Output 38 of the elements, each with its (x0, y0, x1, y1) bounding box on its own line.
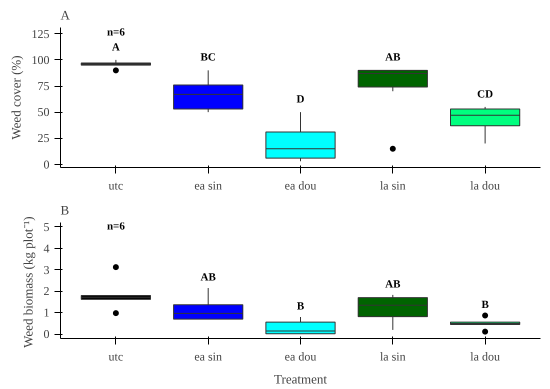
x-tick-label: ea dou (284, 350, 316, 364)
y-tick-label: 2 (44, 284, 50, 298)
x-tick-label: la dou (470, 178, 500, 192)
y-tick-label: 3 (44, 262, 50, 277)
x-tick-label: ea sin (194, 178, 222, 192)
y-tick-label: 5 (44, 220, 50, 234)
y-tick-label: 50 (38, 105, 50, 120)
annotation: n=6 (106, 220, 126, 233)
x-tick-label: utc (108, 350, 124, 364)
annotation: A (112, 41, 120, 54)
x-tick-label: la sin (380, 350, 406, 364)
y-axis-title: Weed biomass (kg plot⁻¹) (20, 216, 36, 348)
y-tick-label: 100 (32, 52, 50, 67)
y-tick-label: 0 (44, 327, 50, 342)
x-tick-label: ea dou (284, 178, 316, 192)
y-tick-label: 75 (38, 79, 50, 94)
y-tick-label: 1 (44, 306, 50, 320)
chart-title: B (60, 202, 70, 218)
chart-title: A (60, 8, 70, 22)
y-tick-label: 4 (44, 241, 50, 256)
annotation: BC (200, 52, 216, 64)
x-tick-label: ea sin (194, 350, 222, 364)
annotation: AB (200, 272, 216, 284)
annotation: B (296, 300, 305, 313)
annotation: B (481, 299, 490, 312)
x-tick-label: la dou (470, 350, 500, 364)
annotation: D (296, 94, 305, 106)
y-tick-label: 0 (44, 157, 50, 172)
y-tick-label: 125 (32, 26, 50, 41)
annotation: n=6 (106, 26, 126, 38)
annotation: AB (385, 278, 402, 290)
x-tick-label: la sin (380, 178, 406, 192)
y-tick-label: 25 (38, 131, 50, 146)
y-axis-title: Weed cover (%) (8, 55, 24, 140)
x-tick-label: utc (108, 178, 124, 192)
x-axis-title: Treatment (274, 372, 328, 386)
annotation: AB (385, 52, 402, 64)
annotation: CD (477, 88, 494, 100)
